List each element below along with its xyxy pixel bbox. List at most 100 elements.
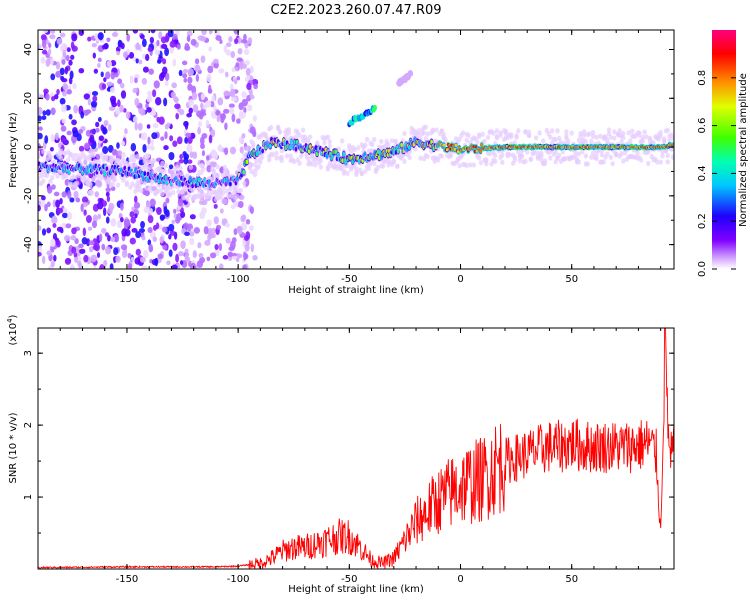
noise-blob bbox=[69, 197, 75, 203]
noise-blob bbox=[208, 134, 213, 144]
ridge-halo bbox=[560, 149, 566, 155]
ridge-halo bbox=[215, 164, 220, 170]
noise-blob bbox=[198, 112, 204, 120]
noise-blob bbox=[82, 227, 87, 237]
noise-blob bbox=[150, 30, 156, 34]
noise-blob bbox=[132, 87, 138, 94]
noise-blob bbox=[105, 191, 110, 197]
ridge-halo bbox=[188, 164, 194, 170]
ridge-halo bbox=[573, 149, 578, 155]
ridge-halo bbox=[90, 150, 96, 157]
noise-blob bbox=[161, 43, 168, 49]
ridge-halo bbox=[391, 159, 397, 165]
noise-blob bbox=[167, 30, 174, 38]
noise-blob bbox=[229, 107, 235, 115]
noise-blob bbox=[230, 50, 236, 59]
noise-blob bbox=[176, 44, 181, 50]
noise-blob bbox=[168, 164, 174, 170]
noise-blob bbox=[238, 200, 244, 209]
noise-blob bbox=[101, 227, 107, 234]
noise-blob bbox=[56, 38, 63, 45]
ridge-halo bbox=[39, 173, 44, 179]
noise-blob bbox=[68, 113, 73, 120]
ridge-halo bbox=[204, 194, 210, 200]
noise-blob bbox=[206, 74, 212, 83]
noise-blob bbox=[97, 32, 104, 41]
x-tick-label: -100 bbox=[227, 274, 250, 285]
noise-blob bbox=[71, 119, 77, 126]
snr-xlabel: Height of straight line (km) bbox=[288, 584, 424, 595]
noise-blob bbox=[111, 32, 119, 37]
ridge-halo bbox=[526, 129, 532, 135]
noise-blob bbox=[115, 255, 121, 263]
noise-blob bbox=[186, 144, 193, 153]
noise-blob bbox=[61, 191, 67, 198]
ridge-halo bbox=[268, 124, 274, 131]
noise-blob bbox=[80, 203, 84, 213]
ridge-halo bbox=[667, 137, 672, 143]
noise-blob bbox=[89, 129, 95, 134]
noise-blob bbox=[230, 96, 238, 102]
noise-blob bbox=[38, 132, 43, 140]
ridge-halo bbox=[50, 175, 55, 181]
ridge-halo bbox=[621, 158, 626, 164]
noise-blob bbox=[228, 103, 235, 108]
ridge-halo bbox=[103, 154, 108, 160]
noise-blob bbox=[71, 45, 78, 52]
ridge-halo bbox=[110, 181, 115, 187]
noise-blob bbox=[140, 221, 145, 229]
noise-blob bbox=[78, 129, 84, 134]
ridge-halo bbox=[646, 160, 651, 167]
noise-blob bbox=[99, 264, 105, 269]
ridge-halo bbox=[73, 152, 78, 158]
ridge-halo bbox=[226, 193, 231, 199]
noise-blob bbox=[95, 127, 100, 133]
ridge-halo bbox=[115, 157, 121, 164]
noise-blob bbox=[59, 67, 65, 76]
ridge-halo bbox=[516, 128, 521, 134]
ridge-halo bbox=[270, 151, 276, 158]
snr-multiplier-exponent: 4 bbox=[6, 318, 14, 323]
noise-blob bbox=[213, 203, 218, 209]
noise-blob bbox=[148, 68, 154, 75]
noise-blob bbox=[191, 91, 198, 101]
noise-blob bbox=[62, 83, 68, 91]
noise-blob bbox=[171, 264, 178, 269]
noise-blob bbox=[109, 87, 116, 94]
ridge-halo bbox=[395, 163, 400, 169]
noise-blob bbox=[48, 48, 52, 56]
noise-blob bbox=[180, 240, 186, 249]
noise-blob bbox=[187, 76, 193, 84]
noise-blob bbox=[168, 234, 172, 240]
ridge-halo bbox=[562, 156, 567, 162]
noise-blob bbox=[59, 97, 66, 105]
snr-ylabel: SNR (10 * v/v) bbox=[8, 412, 19, 483]
noise-blob bbox=[67, 190, 72, 200]
noise-blob bbox=[228, 36, 233, 43]
noise-blob bbox=[175, 112, 179, 120]
noise-blob bbox=[85, 129, 91, 137]
noise-blob bbox=[192, 250, 198, 258]
ridge-halo bbox=[176, 189, 181, 195]
noise-blob bbox=[116, 142, 120, 149]
ridge-halo bbox=[167, 190, 172, 196]
ridge-halo bbox=[201, 192, 206, 198]
noise-blob bbox=[242, 63, 247, 70]
noise-blob bbox=[213, 58, 219, 64]
noise-blob bbox=[163, 97, 168, 107]
noise-blob bbox=[140, 132, 148, 141]
noise-blob bbox=[61, 222, 67, 229]
ridge-halo bbox=[227, 186, 233, 192]
noise-blob bbox=[79, 248, 86, 254]
snr-line bbox=[38, 328, 674, 569]
ridge-halo bbox=[493, 152, 498, 159]
ridge-halo bbox=[628, 138, 633, 144]
noise-blob bbox=[71, 246, 77, 254]
ridge-halo bbox=[487, 150, 493, 157]
noise-blob bbox=[189, 237, 195, 246]
noise-blob bbox=[207, 65, 214, 74]
ridge-halo bbox=[38, 150, 41, 156]
ridge-halo bbox=[629, 128, 635, 134]
noise-blob bbox=[111, 101, 118, 108]
ridge-halo bbox=[491, 130, 496, 136]
